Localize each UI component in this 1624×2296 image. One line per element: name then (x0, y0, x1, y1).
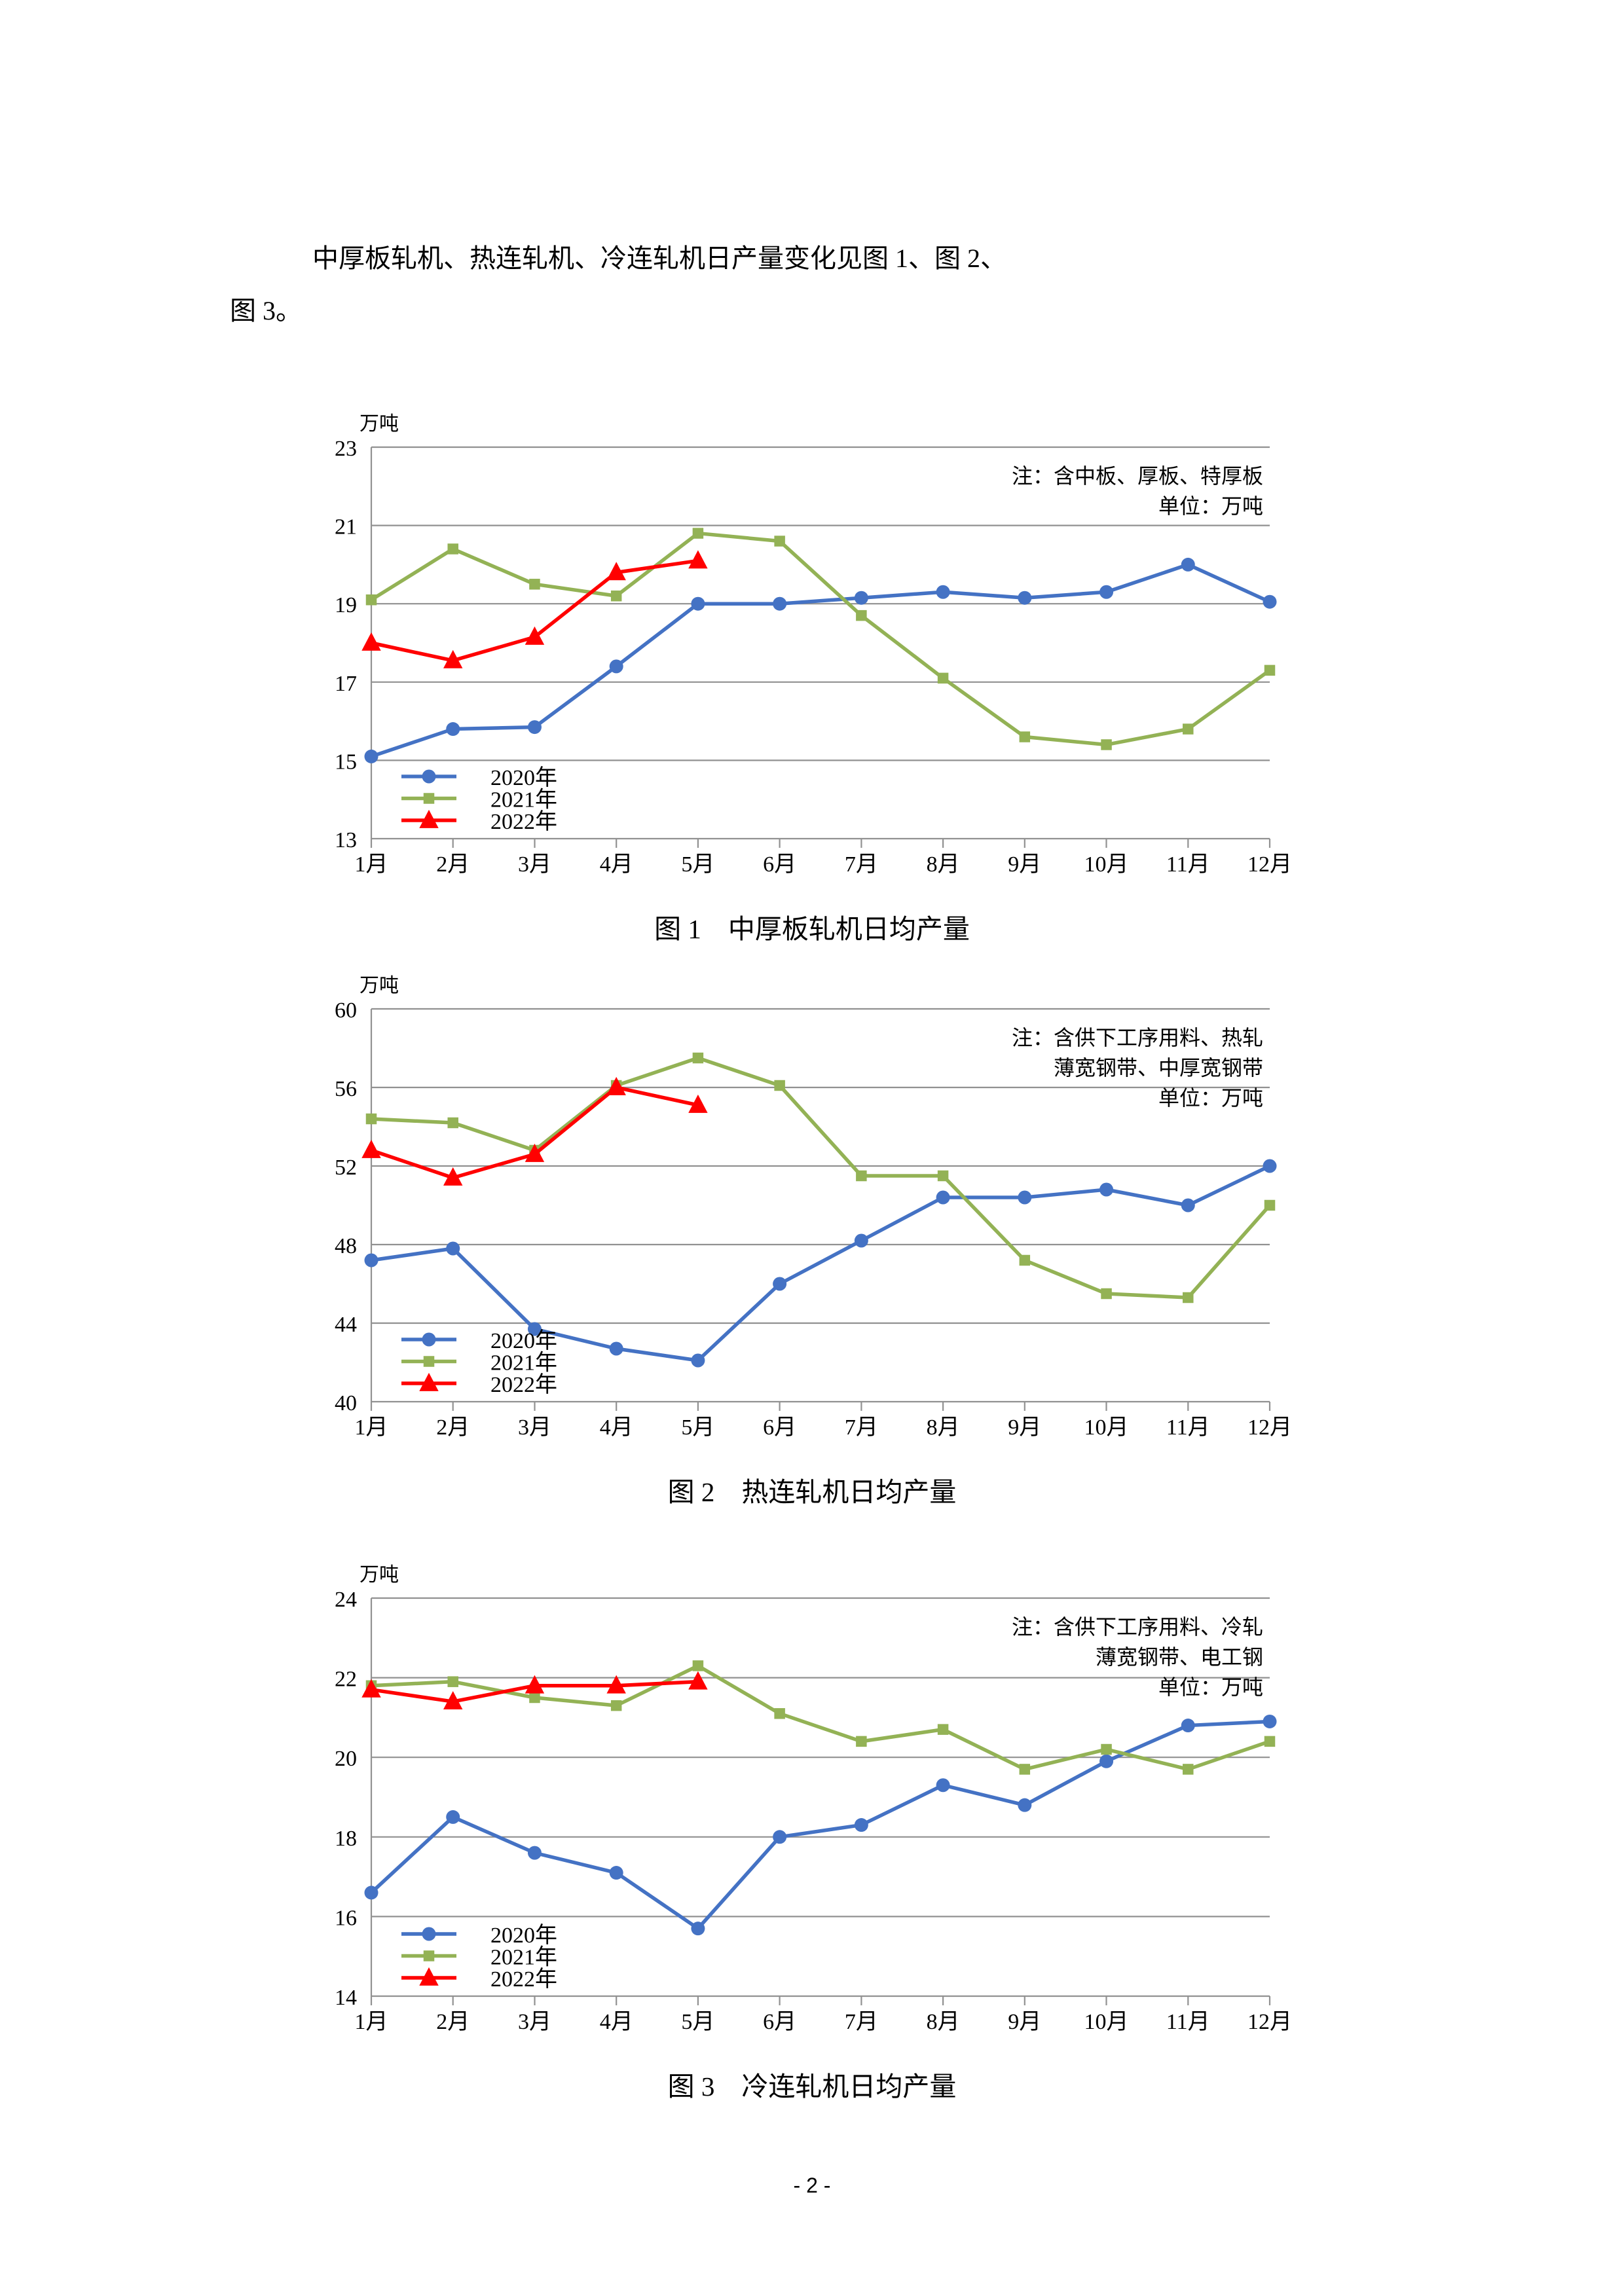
svg-text:20: 20 (335, 1747, 357, 1771)
svg-text:10月: 10月 (1084, 2010, 1129, 2034)
svg-text:13: 13 (335, 828, 357, 852)
svg-text:48: 48 (335, 1234, 357, 1258)
svg-text:2022年: 2022年 (490, 809, 557, 834)
svg-text:2021年: 2021年 (490, 1351, 557, 1376)
svg-text:图 1 中厚板轧机日均产量: 图 1 中厚板轧机日均产量 (654, 914, 970, 944)
svg-text:15: 15 (335, 750, 357, 774)
svg-text:2021年: 2021年 (490, 1945, 557, 1970)
svg-text:注：含供下工序用料、冷轧: 注：含供下工序用料、冷轧 (1012, 1615, 1263, 1639)
svg-text:2021年: 2021年 (490, 788, 557, 812)
svg-text:24: 24 (335, 1588, 357, 1612)
svg-text:11月: 11月 (1166, 2010, 1210, 2034)
svg-text:2月: 2月 (436, 1415, 470, 1440)
svg-text:1月: 1月 (355, 1415, 388, 1440)
svg-text:2020年: 2020年 (490, 1328, 557, 1353)
svg-text:5月: 5月 (681, 2010, 714, 2034)
svg-text:11月: 11月 (1166, 1415, 1210, 1440)
svg-text:万吨: 万吨 (360, 1564, 399, 1586)
svg-text:单位：万吨: 单位：万吨 (1158, 494, 1263, 518)
svg-text:3月: 3月 (518, 1415, 551, 1440)
svg-text:60: 60 (335, 998, 357, 1023)
svg-text:40: 40 (335, 1391, 357, 1415)
svg-text:18: 18 (335, 1827, 357, 1851)
svg-text:单位：万吨: 单位：万吨 (1158, 1675, 1263, 1699)
svg-text:6月: 6月 (763, 2010, 796, 2034)
svg-text:11月: 11月 (1166, 852, 1210, 877)
svg-text:5月: 5月 (681, 852, 714, 877)
svg-text:2022年: 2022年 (490, 1967, 557, 1992)
svg-text:2020年: 2020年 (490, 765, 557, 790)
svg-text:12月: 12月 (1247, 2010, 1292, 2034)
svg-text:17: 17 (335, 672, 357, 696)
svg-text:23: 23 (335, 437, 357, 461)
svg-text:9月: 9月 (1008, 1415, 1041, 1440)
svg-text:图 2 热连轧机日均产量: 图 2 热连轧机日均产量 (668, 1477, 957, 1507)
svg-text:注：含供下工序用料、热轧: 注：含供下工序用料、热轧 (1012, 1026, 1263, 1049)
svg-text:2月: 2月 (436, 2010, 470, 2034)
svg-text:6月: 6月 (763, 1415, 796, 1440)
svg-text:2022年: 2022年 (490, 1372, 557, 1397)
svg-text:10月: 10月 (1084, 1415, 1129, 1440)
svg-text:12月: 12月 (1247, 852, 1292, 877)
svg-text:8月: 8月 (927, 1415, 960, 1440)
svg-text:7月: 7月 (845, 2010, 878, 2034)
svg-text:21: 21 (335, 515, 357, 539)
svg-text:8月: 8月 (927, 2010, 960, 2034)
svg-text:12月: 12月 (1247, 1415, 1292, 1440)
svg-text:薄宽钢带、中厚宽钢带: 薄宽钢带、中厚宽钢带 (1054, 1056, 1263, 1080)
svg-text:14: 14 (335, 1986, 357, 2010)
svg-text:5月: 5月 (681, 1415, 714, 1440)
svg-text:9月: 9月 (1008, 2010, 1041, 2034)
svg-text:9月: 9月 (1008, 852, 1041, 877)
svg-text:6月: 6月 (763, 852, 796, 877)
svg-text:4月: 4月 (600, 852, 633, 877)
svg-text:3月: 3月 (518, 852, 551, 877)
svg-text:16: 16 (335, 1906, 357, 1930)
svg-text:22: 22 (335, 1667, 357, 1692)
svg-text:7月: 7月 (845, 1415, 878, 1440)
svg-text:56: 56 (335, 1077, 357, 1101)
svg-text:10月: 10月 (1084, 852, 1129, 877)
svg-text:3月: 3月 (518, 2010, 551, 2034)
svg-text:7月: 7月 (845, 852, 878, 877)
svg-text:52: 52 (335, 1156, 357, 1180)
svg-text:4月: 4月 (600, 2010, 633, 2034)
svg-text:1月: 1月 (355, 852, 388, 877)
svg-text:2020年: 2020年 (490, 1923, 557, 1948)
svg-text:图 3 冷连轧机日均产量: 图 3 冷连轧机日均产量 (668, 2071, 957, 2102)
svg-text:万吨: 万吨 (360, 413, 399, 435)
svg-text:2月: 2月 (436, 852, 470, 877)
svg-text:注：含中板、厚板、特厚板: 注：含中板、厚板、特厚板 (1012, 464, 1263, 488)
svg-text:薄宽钢带、电工钢: 薄宽钢带、电工钢 (1096, 1645, 1263, 1669)
svg-text:8月: 8月 (927, 852, 960, 877)
svg-text:19: 19 (335, 593, 357, 617)
svg-text:4月: 4月 (600, 1415, 633, 1440)
svg-text:单位：万吨: 单位：万吨 (1158, 1086, 1263, 1110)
svg-text:万吨: 万吨 (360, 975, 399, 996)
svg-text:44: 44 (335, 1313, 357, 1337)
svg-text:1月: 1月 (355, 2010, 388, 2034)
